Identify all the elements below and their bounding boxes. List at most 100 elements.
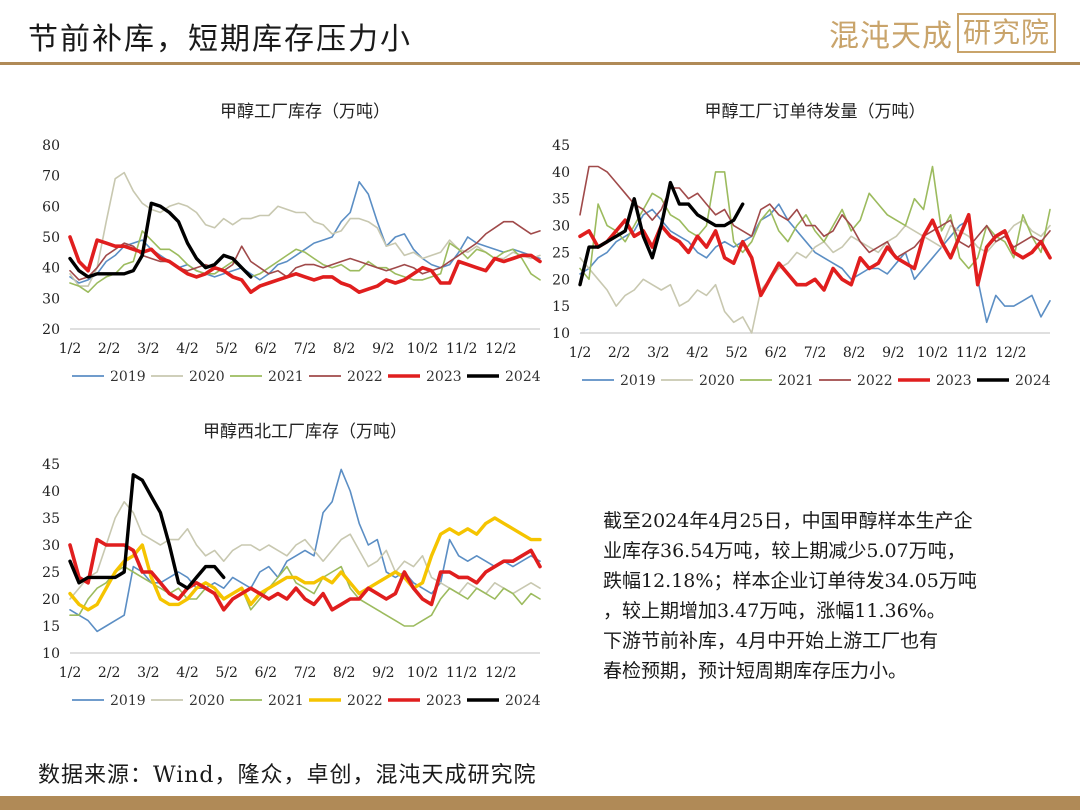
legend-label: 2024 — [1015, 373, 1051, 389]
y-tick-label: 40 — [42, 484, 60, 500]
x-tick-label: 3/2 — [137, 341, 160, 357]
legend-label: 2021 — [778, 373, 814, 389]
chart-title: 甲醇工厂库存（万吨） — [220, 102, 390, 122]
series-line-2021 — [69, 565, 541, 627]
chart-title: 甲醇工厂订单待发量（万吨） — [705, 102, 926, 122]
x-tick-label: 12/2 — [995, 345, 1026, 361]
summary-line: 春检预期，预计短周期库存压力小。 — [603, 660, 908, 682]
chart-factory-inventory: 甲醇工厂库存（万吨） 20 30 40 50 60 70 80 1/2 2/2 3/2 4/2 5/2 6… — [30, 95, 550, 395]
y-tick-label: 25 — [552, 245, 570, 261]
chart-svg: 甲醇工厂订单待发量（万吨） 10 15 20 25 30 35 40 45 1/2 2/2 3/2 4/… — [552, 102, 1052, 389]
brand-name: 混沌天成 — [828, 19, 953, 54]
x-tick-label: 7/2 — [804, 345, 827, 361]
series-line-2020 — [69, 501, 541, 600]
legend-label: 2023 — [936, 373, 972, 389]
y-tick-label: 45 — [552, 138, 570, 154]
series-line-2019 — [69, 468, 541, 633]
x-tick-label: 4/2 — [176, 665, 199, 681]
series-line-2024 — [578, 180, 745, 287]
header: 节前补库，短期库存压力小 混沌天成 研究院 — [0, 0, 1080, 66]
series-line-2021 — [579, 165, 1051, 281]
x-tick-label: 6/2 — [255, 341, 278, 357]
legend-label: 2024 — [505, 693, 541, 709]
x-tick-label: 5/2 — [725, 345, 748, 361]
page-title: 节前补库，短期库存压力小 — [28, 22, 412, 57]
x-tick-label: 1/2 — [569, 345, 592, 361]
legend-label: 2019 — [110, 693, 146, 709]
y-tick-label: 20 — [42, 322, 60, 338]
data-source: 数据来源：Wind，隆众，卓创，混沌天成研究院 — [38, 763, 537, 788]
x-tick-label: 1/2 — [59, 665, 82, 681]
legend-label: 2023 — [426, 693, 462, 709]
brand-logo: 混沌天成 研究院 — [829, 12, 1056, 54]
y-tick-label: 60 — [42, 199, 60, 215]
summary-line: 跌幅12.18%；样本企业订单待发34.05万吨 — [603, 570, 977, 592]
footer-bar — [0, 796, 1080, 810]
x-tick-label: 7/2 — [294, 665, 317, 681]
y-tick-label: 30 — [552, 219, 570, 235]
summary-line: 截至2024年4月25日，中国甲醇样本生产企 — [603, 510, 973, 532]
series-line-2024 — [68, 473, 226, 590]
y-tick-label: 45 — [42, 457, 60, 473]
x-tick-label: 9/2 — [882, 345, 905, 361]
series-line-2022 — [68, 516, 542, 612]
x-tick-label: 6/2 — [765, 345, 788, 361]
y-tick-label: 25 — [42, 565, 60, 581]
x-tick-label: 9/2 — [372, 665, 395, 681]
y-tick-label: 30 — [42, 538, 60, 554]
y-tick-label: 10 — [552, 326, 570, 342]
y-tick-label: 40 — [42, 261, 60, 277]
x-tick-label: 3/2 — [647, 345, 670, 361]
y-tick-label: 40 — [552, 165, 570, 181]
legend-label: 2019 — [620, 373, 656, 389]
summary-line: ，较上期增加3.47万吨，涨幅11.36%。 — [603, 600, 946, 622]
x-tick-label: 12/2 — [485, 341, 516, 357]
legend-label: 2022 — [347, 369, 383, 385]
series-line-2021 — [69, 230, 541, 293]
series-line-2023 — [68, 537, 542, 612]
series-line-2022 — [69, 220, 541, 281]
x-tick-label: 10/2 — [407, 341, 438, 357]
header-divider — [0, 62, 1080, 65]
y-tick-label: 35 — [552, 192, 570, 208]
x-tick-label: 11/2 — [956, 345, 987, 361]
x-tick-label: 2/2 — [608, 345, 631, 361]
series-line-2019 — [69, 181, 541, 284]
y-tick-label: 35 — [42, 511, 60, 527]
summary-line: 下游节前补库，4月中开始上游工厂也有 — [603, 630, 939, 652]
x-tick-label: 8/2 — [333, 341, 356, 357]
summary-text: 截至2024年4月25日，中国甲醇样本生产企 业库存36.54万吨，较上期减少5… — [603, 506, 1053, 686]
chart-order-backlog: 甲醇工厂订单待发量（万吨） 10 15 20 25 30 35 40 45 1/2 2/2 3/2 4/… — [540, 95, 1060, 400]
chart-northwest-inventory: 甲醇西北工厂库存（万吨） 10 15 20 25 30 35 40 45 1/2 2/2 3/2 4/2… — [30, 415, 550, 720]
series-line-2023 — [68, 235, 542, 294]
x-tick-label: 10/2 — [917, 345, 948, 361]
y-tick-label: 80 — [42, 138, 60, 154]
series-line-2019 — [579, 203, 1051, 324]
y-tick-label: 15 — [552, 299, 570, 315]
legend-label: 2022 — [857, 373, 893, 389]
y-tick-label: 10 — [42, 646, 60, 662]
x-tick-label: 8/2 — [843, 345, 866, 361]
x-tick-label: 10/2 — [407, 665, 438, 681]
y-tick-label: 30 — [42, 291, 60, 307]
legend-label: 2021 — [268, 693, 304, 709]
legend-label: 2020 — [189, 369, 225, 385]
brand-box: 研究院 — [956, 13, 1056, 53]
x-tick-label: 4/2 — [176, 341, 199, 357]
x-tick-label: 4/2 — [686, 345, 709, 361]
chart-svg: 甲醇工厂库存（万吨） 20 30 40 50 60 70 80 1/2 2/2 3/2 4/2 5/2 6… — [42, 102, 542, 385]
legend-label: 2023 — [426, 369, 462, 385]
legend-label: 2020 — [189, 693, 225, 709]
series-line-2020 — [69, 171, 541, 287]
y-tick-label: 20 — [552, 272, 570, 288]
y-tick-label: 50 — [42, 230, 60, 246]
x-tick-label: 5/2 — [215, 665, 238, 681]
x-tick-label: 12/2 — [485, 665, 516, 681]
x-tick-label: 9/2 — [372, 341, 395, 357]
x-tick-label: 2/2 — [98, 665, 121, 681]
x-tick-label: 5/2 — [215, 341, 238, 357]
x-tick-label: 6/2 — [255, 665, 278, 681]
series-line-2024 — [68, 201, 253, 279]
x-tick-label: 1/2 — [59, 341, 82, 357]
x-tick-label: 2/2 — [98, 341, 121, 357]
